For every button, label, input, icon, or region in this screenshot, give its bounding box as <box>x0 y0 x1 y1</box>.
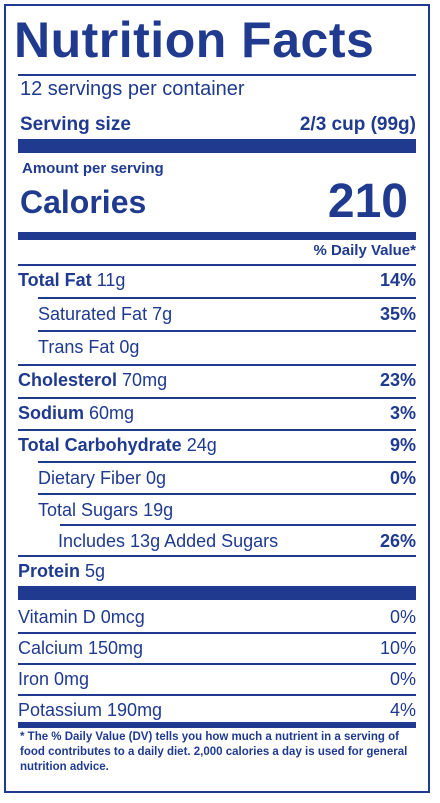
nutrient-row-total-fat: Total Fat 11g 14% <box>18 265 416 295</box>
divider <box>38 493 416 495</box>
nutrient-name: Includes 13g Added Sugars <box>58 530 279 551</box>
divider <box>18 663 416 665</box>
divider <box>18 429 416 431</box>
nutrient-dv: 23% <box>379 369 416 390</box>
divider <box>38 461 416 463</box>
nutrient-amount: 60mg <box>89 402 135 423</box>
divider <box>38 297 416 299</box>
nutrient-label: Cholesterol 70mg <box>18 370 167 391</box>
nutrient-amount: 24g <box>186 434 217 455</box>
footnote: * The % Daily Value (DV) tells you how m… <box>20 731 408 773</box>
divider <box>18 264 416 266</box>
nutrient-label: Dietary Fiber 0g <box>18 468 166 489</box>
nutrient-amount: 70mg <box>122 369 168 390</box>
vitamin-dv: 0% <box>389 606 416 627</box>
vitamin-row-potassium: Potassium 190mg 4% <box>18 695 416 725</box>
nutrient-dv: 35% <box>379 303 416 324</box>
nutrient-row-saturated-fat: Saturated Fat 7g 35% <box>18 299 416 329</box>
vitamin-dv: 10% <box>379 637 416 658</box>
nutrient-amount: 0g <box>146 467 167 488</box>
calories-label: Calories <box>20 184 147 220</box>
divider <box>18 555 416 557</box>
nutrient-row-dietary-fiber: Dietary Fiber 0g 0% <box>18 463 416 493</box>
nutrient-name: Protein <box>18 560 81 581</box>
divider <box>18 397 416 399</box>
nutrient-name: Total Fat <box>18 269 92 290</box>
nutrient-amount: 7g <box>152 303 173 324</box>
vitamin-dv: 0% <box>389 668 416 689</box>
amount-per-serving: Amount per serving <box>22 160 164 177</box>
nutrition-facts-label: Nutrition Facts 12 servings per containe… <box>4 4 430 793</box>
nutrient-label: Total Sugars 19g <box>18 500 173 521</box>
nutrient-label: Total Fat 11g <box>18 270 125 291</box>
vitamin-name: Vitamin D 0mcg <box>18 606 145 627</box>
nutrient-amount: 5g <box>85 560 106 581</box>
label-title: Nutrition Facts <box>14 12 375 68</box>
divider <box>18 632 416 634</box>
nutrient-dv: 9% <box>389 434 416 455</box>
nutrient-name: Dietary Fiber <box>38 467 142 488</box>
servings-per-container: 12 servings per container <box>20 78 245 100</box>
nutrient-row-total-sugars: Total Sugars 19g <box>18 495 416 525</box>
divider <box>38 330 416 332</box>
nutrient-label: Total Carbohydrate 24g <box>18 435 217 456</box>
nutrient-name: Cholesterol <box>18 369 118 390</box>
serving-size-value: 2/3 cup (99g) <box>299 114 416 135</box>
nutrient-label: Trans Fat 0g <box>18 337 139 358</box>
vitamin-row-calcium: Calcium 150mg 10% <box>18 633 416 663</box>
nutrient-row-sodium: Sodium 60mg 3% <box>18 398 416 428</box>
nutrient-dv: 26% <box>379 530 416 551</box>
title-rule <box>18 74 416 76</box>
nutrient-label: Saturated Fat 7g <box>18 304 172 325</box>
nutrient-name: Trans Fat <box>38 336 115 357</box>
nutrient-row-protein: Protein 5g <box>18 556 416 586</box>
medium-divider <box>18 232 416 240</box>
vitamin-row-iron: Iron 0mg 0% <box>18 664 416 694</box>
divider <box>60 524 416 526</box>
vitamin-row-vitamin-d: Vitamin D 0mcg 0% <box>18 602 416 632</box>
nutrient-row-added-sugars: Includes 13g Added Sugars 26% <box>18 526 416 556</box>
nutrient-dv: 0% <box>389 467 416 488</box>
nutrient-row-cholesterol: Cholesterol 70mg 23% <box>18 365 416 395</box>
vitamin-dv: 4% <box>389 699 416 720</box>
divider <box>18 364 416 366</box>
nutrient-name: Total Carbohydrate <box>18 434 182 455</box>
calories-value: 210 <box>327 175 408 228</box>
nutrient-dv: 3% <box>389 402 416 423</box>
nutrient-name: Sodium <box>18 402 84 423</box>
divider <box>18 694 416 696</box>
footnote-divider <box>18 722 416 728</box>
nutrient-label: Includes 13g Added Sugars <box>18 531 278 552</box>
serving-size-label: Serving size <box>20 114 131 135</box>
thick-divider-top <box>18 139 416 153</box>
vitamin-name: Potassium 190mg <box>18 699 163 720</box>
nutrient-name: Total Sugars <box>38 499 139 520</box>
nutrient-dv: 14% <box>379 269 416 290</box>
vitamin-name: Iron 0mg <box>18 668 90 689</box>
nutrient-amount: 11g <box>96 269 126 290</box>
vitamin-name: Calcium 150mg <box>18 637 144 658</box>
nutrient-amount: 0g <box>119 336 140 357</box>
nutrient-label: Sodium 60mg <box>18 403 134 424</box>
nutrient-row-total-carbohydrate: Total Carbohydrate 24g 9% <box>18 430 416 460</box>
nutrient-label: Protein 5g <box>18 561 105 582</box>
nutrient-amount: 19g <box>143 499 174 520</box>
nutrient-row-trans-fat: Trans Fat 0g <box>18 332 416 362</box>
nutrient-name: Saturated Fat <box>38 303 148 324</box>
daily-value-header: % Daily Value* <box>313 242 416 259</box>
thick-divider-vitamins <box>18 586 416 600</box>
